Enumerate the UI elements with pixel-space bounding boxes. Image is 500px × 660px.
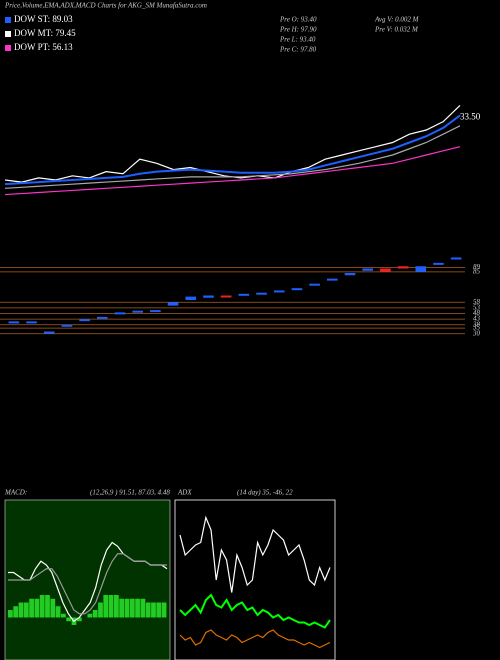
histogram-bar <box>39 595 45 618</box>
candle-body <box>8 321 20 324</box>
candle-body <box>433 262 444 265</box>
histogram-bar <box>8 610 13 618</box>
y-tick-label: 85 <box>473 267 481 275</box>
candle-body <box>43 331 55 334</box>
histogram-bar <box>103 595 109 618</box>
histogram-bar <box>55 606 61 618</box>
candle-body <box>344 273 356 276</box>
histogram-bar <box>145 602 151 618</box>
candle-body <box>327 278 338 281</box>
candle-body <box>220 295 232 298</box>
candle-body <box>380 268 391 272</box>
legend-swatch <box>5 31 11 37</box>
histogram-bar <box>161 602 167 618</box>
histogram-bar <box>76 617 82 622</box>
histogram-bar <box>135 598 140 618</box>
candle-body <box>362 268 373 271</box>
histogram-bar <box>140 598 146 618</box>
legend-entry: DOW ST: 89.03 <box>14 14 73 24</box>
histogram-bar <box>129 598 135 618</box>
histogram-bar <box>18 602 24 618</box>
candle-body <box>309 283 320 286</box>
y-tick-label: 38 <box>472 320 481 328</box>
candle-body <box>97 316 108 319</box>
candle-body <box>26 321 37 324</box>
candle-body <box>114 312 126 315</box>
legend-swatch <box>5 17 11 23</box>
candle-body <box>167 302 179 306</box>
histogram-bar <box>108 595 114 618</box>
y-tick-label: 35 <box>472 324 481 332</box>
histogram-bar <box>23 602 29 618</box>
title: Price,Volume,EMA,ADX,MACD Charts for AKG… <box>4 2 207 10</box>
candle-body <box>150 310 161 313</box>
info: Pre C: 97.80 <box>279 46 317 54</box>
histogram-bar <box>66 617 72 622</box>
histogram-bar <box>87 613 93 618</box>
y-tick-label: 30 <box>472 329 481 337</box>
y-tick-label: 89 <box>473 263 481 271</box>
series-line <box>4 146 461 196</box>
legend-entry: DOW PT: 56.13 <box>14 42 73 52</box>
candle-body <box>185 296 197 300</box>
macd-subtitle: (12,26,9 ) 91.51, 87.03, 4.48 <box>90 489 170 497</box>
series-line <box>179 593 331 629</box>
histogram-bar <box>114 595 119 618</box>
macd-panel <box>4 499 171 660</box>
candle-body <box>291 288 303 291</box>
annotation: 33.50 <box>460 111 481 121</box>
info: Pre O: 93.40 <box>279 16 317 24</box>
legend-entry: DOW MT: 79.45 <box>14 28 76 38</box>
adx-panel <box>174 499 336 660</box>
adx-subtitle: (14 day) 35, -46, 22 <box>237 489 293 497</box>
histogram-bar <box>92 610 98 618</box>
histogram-bar <box>156 602 162 618</box>
histogram-bar <box>61 613 66 618</box>
histogram-bar <box>124 598 130 618</box>
info: Avg V: 0.002 M <box>374 16 420 24</box>
candle-body <box>397 266 409 269</box>
candle-body <box>132 310 143 313</box>
y-tick-label: 48 <box>473 309 481 317</box>
info: Pre V: 0.032 M <box>374 26 419 34</box>
candle-body <box>79 319 90 322</box>
info: Pre H: 97.90 <box>279 26 317 34</box>
y-tick-label: 58 <box>473 298 481 306</box>
y-tick-label: 53 <box>473 303 481 311</box>
histogram-bar <box>34 598 40 618</box>
macd-title: MACD: <box>4 489 27 497</box>
candle-body <box>415 266 427 272</box>
series-line <box>8 553 167 615</box>
y-tick-label: 43 <box>473 315 481 323</box>
series-line <box>4 125 461 189</box>
candle-body <box>61 324 73 327</box>
histogram-bar <box>13 606 19 618</box>
histogram-bar <box>50 598 56 618</box>
candle-body <box>203 295 214 298</box>
info: Pre L: 93.40 <box>279 36 316 44</box>
candle-body <box>450 257 462 260</box>
candle-body <box>273 290 285 293</box>
histogram-bar <box>119 598 125 618</box>
series-line <box>4 114 461 186</box>
histogram-bar <box>29 598 34 618</box>
candle-body <box>256 292 267 295</box>
candle-body <box>238 293 250 296</box>
adx-title: ADX <box>177 489 192 497</box>
histogram-bar <box>151 602 156 618</box>
series-line <box>179 515 331 593</box>
histogram-bar <box>45 595 50 618</box>
series-line <box>179 629 331 649</box>
legend-swatch <box>5 45 11 51</box>
histogram-bar <box>98 602 103 618</box>
